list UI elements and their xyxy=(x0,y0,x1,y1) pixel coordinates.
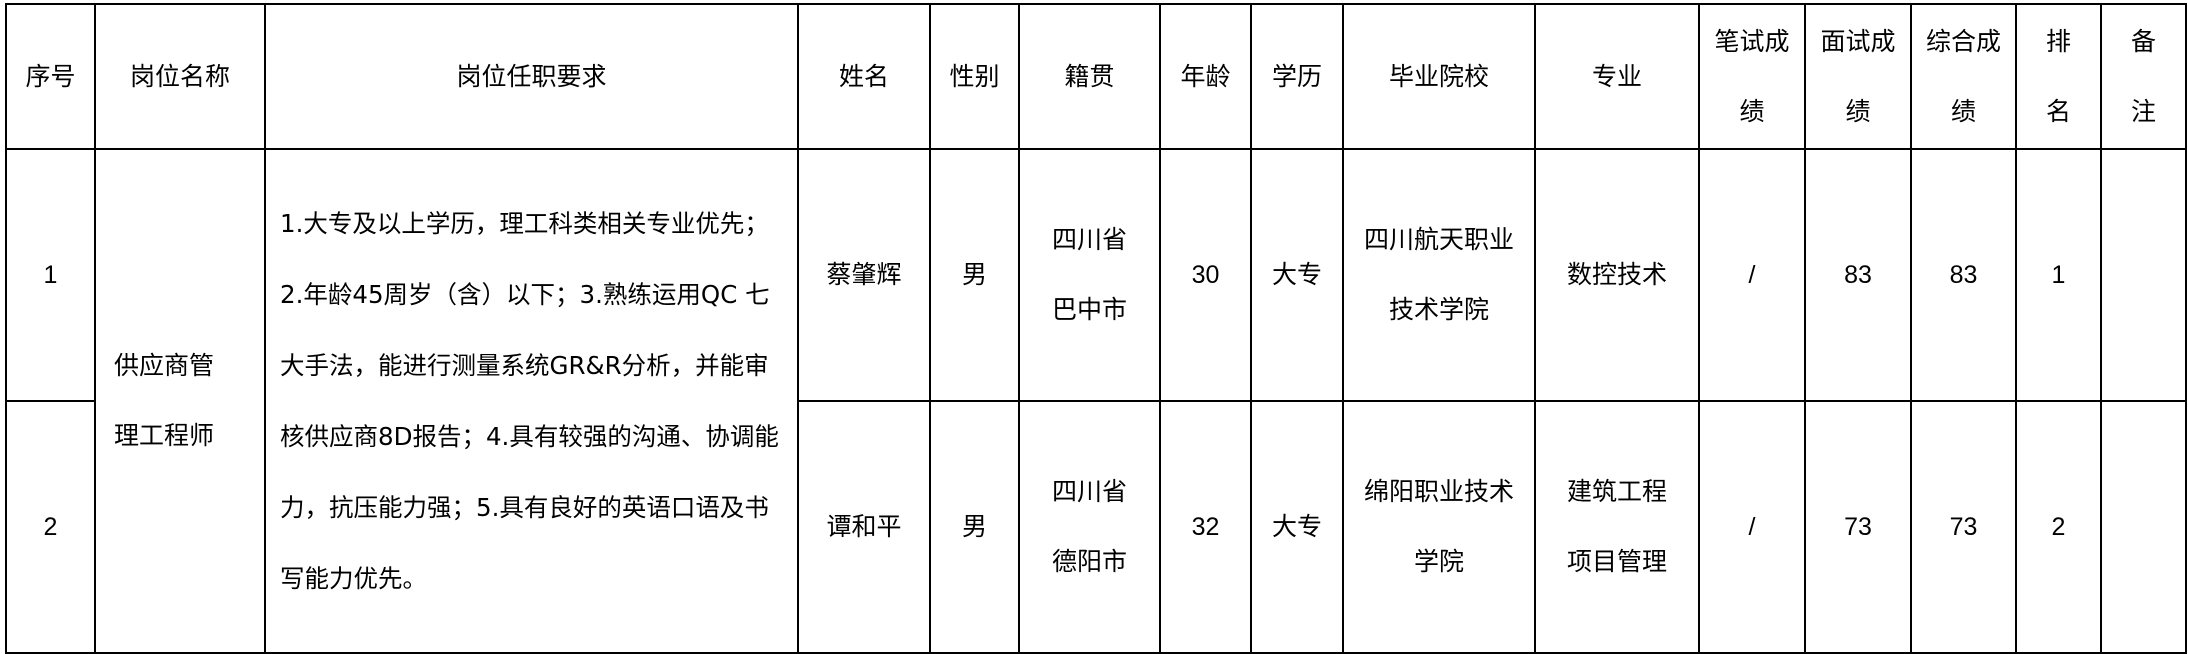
cell-age: 30 xyxy=(1159,148,1252,402)
header-age: 年龄 xyxy=(1159,3,1252,150)
header-major: 专业 xyxy=(1534,3,1700,150)
header-position: 岗位名称 xyxy=(94,3,266,150)
cell-origin: 四川省德阳市 xyxy=(1018,400,1161,654)
cell-written: / xyxy=(1698,400,1806,654)
cell-interview: 83 xyxy=(1804,148,1912,402)
cell-education: 大专 xyxy=(1250,148,1344,402)
cell-name: 谭和平 xyxy=(797,400,931,654)
header-interview: 面试成绩 xyxy=(1804,3,1912,150)
cell-total: 83 xyxy=(1910,148,2017,402)
cell-gender: 男 xyxy=(929,148,1020,402)
header-education: 学历 xyxy=(1250,3,1344,150)
cell-requirements: 1.大专及以上学历，理工科类相关专业优先；2.年龄45周岁（含）以下；3.熟练运… xyxy=(264,148,799,654)
cell-major: 数控技术 xyxy=(1534,148,1700,402)
cell-school: 绵阳职业技术学院 xyxy=(1342,400,1536,654)
cell-origin: 四川省巴中市 xyxy=(1018,148,1161,402)
header-row: 序号 岗位名称 岗位任职要求 姓名 性别 籍贯 年龄 学历 毕业院校 专业 笔试… xyxy=(5,3,2187,150)
header-total: 综合成绩 xyxy=(1910,3,2017,150)
header-school: 毕业院校 xyxy=(1342,3,1536,150)
results-table: 序号 岗位名称 岗位任职要求 姓名 性别 籍贯 年龄 学历 毕业院校 专业 笔试… xyxy=(5,3,2187,654)
header-origin: 籍贯 xyxy=(1018,3,1161,150)
header-note: 备注 xyxy=(2100,3,2187,150)
cell-gender: 男 xyxy=(929,400,1020,654)
cell-note xyxy=(2100,400,2187,654)
cell-position: 供应商管理工程师 xyxy=(94,148,266,654)
cell-age: 32 xyxy=(1159,400,1252,654)
cell-name: 蔡肇辉 xyxy=(797,148,931,402)
cell-written: / xyxy=(1698,148,1806,402)
table-row: 2 谭和平 男 四川省德阳市 32 大专 绵阳职业技术学院 建筑工程项目管理 /… xyxy=(5,400,2187,654)
cell-rank: 2 xyxy=(2015,400,2102,654)
cell-rank: 1 xyxy=(2015,148,2102,402)
header-requirements: 岗位任职要求 xyxy=(264,3,799,150)
header-rank: 排名 xyxy=(2015,3,2102,150)
table-row: 1 供应商管理工程师 1.大专及以上学历，理工科类相关专业优先；2.年龄45周岁… xyxy=(5,148,2187,654)
cell-total: 73 xyxy=(1910,400,2017,654)
cell-education: 大专 xyxy=(1250,400,1344,654)
header-seq: 序号 xyxy=(5,3,96,150)
header-name: 姓名 xyxy=(797,3,931,150)
cell-seq: 2 xyxy=(5,400,96,654)
cell-note xyxy=(2100,148,2187,402)
cell-school: 四川航天职业技术学院 xyxy=(1342,148,1536,402)
cell-seq: 1 xyxy=(5,148,96,402)
header-gender: 性别 xyxy=(929,3,1020,150)
cell-major: 建筑工程项目管理 xyxy=(1534,400,1700,654)
cell-interview: 73 xyxy=(1804,400,1912,654)
header-written: 笔试成绩 xyxy=(1698,3,1806,150)
